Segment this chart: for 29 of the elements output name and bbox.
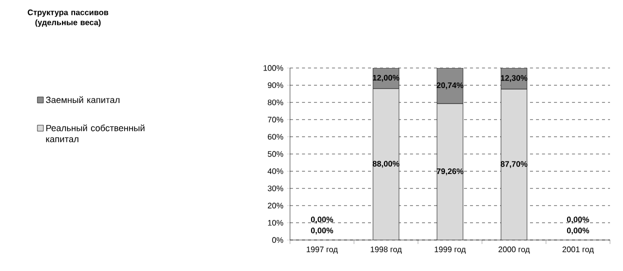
data-label: 87,70% (500, 161, 528, 168)
y-tick-label: 20% (268, 202, 284, 208)
x-tick-label: 1997 год (306, 246, 338, 254)
y-tick-label: 70% (268, 116, 284, 122)
x-tick-label: 1999 год (434, 246, 466, 254)
y-tick-label: 100% (264, 65, 284, 71)
x-tick-label: 1998 год (370, 246, 402, 254)
data-label: 12,30% (500, 75, 528, 82)
x-tick-label: 2001 год (562, 246, 594, 254)
y-tick-label: 10% (268, 220, 284, 226)
x-tick-label: 2000 год (498, 246, 530, 254)
data-label: 0,00% (310, 228, 334, 234)
legend-label: Заемный капитал (46, 96, 120, 104)
data-label: 88,00% (372, 160, 400, 168)
y-tick-label: 30% (268, 186, 284, 192)
data-label: 20,74% (436, 82, 464, 90)
y-tick-label: 50% (268, 151, 284, 157)
data-label: 0,00% (566, 228, 590, 234)
y-tick-label: 80% (268, 100, 284, 106)
text: Структура пассивов (удельные веса) (28, 10, 108, 27)
data-label: 12,00% (372, 74, 400, 82)
y-tick-label: 0% (272, 237, 284, 243)
data-label: 0,00% (310, 216, 334, 224)
y-tick-label: 40% (268, 168, 284, 174)
legend-label: Реальный собственный капитал (46, 124, 144, 142)
y-tick-label: 60% (268, 134, 284, 140)
data-label: 0,00% (566, 216, 590, 224)
y-tick-label: 90% (268, 82, 284, 88)
data-label: 79,26% (436, 168, 464, 176)
